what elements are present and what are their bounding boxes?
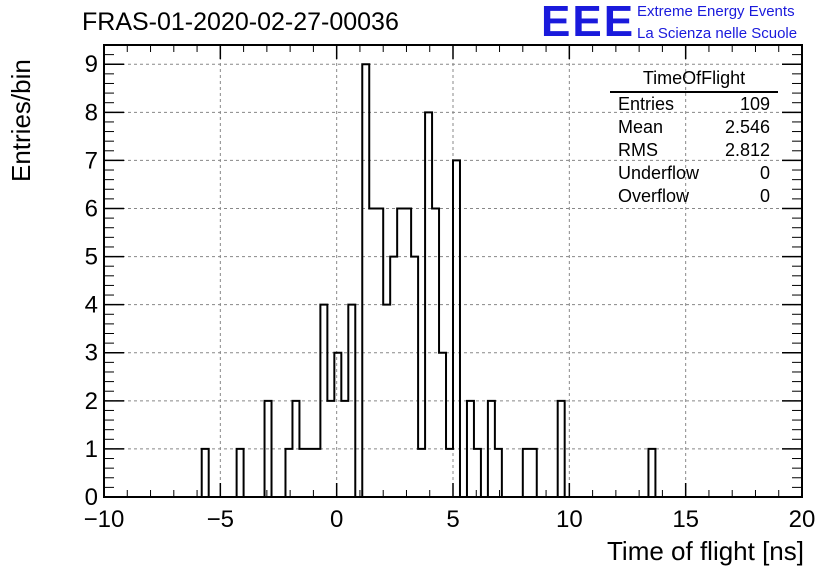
stats-row-rms: RMS 2.812 [610,139,778,162]
y-tick-label: 7 [85,147,98,174]
stats-row-entries: Entries 109 [610,93,778,116]
stats-title: TimeOfFlight [610,68,778,93]
plot-frame [103,44,803,498]
y-tick-label: 4 [85,292,98,319]
brand-line-1: Extreme Energy Events [637,3,795,20]
y-tick-label: 5 [85,244,98,271]
y-tick-label: 6 [85,195,98,222]
stats-label: Mean [618,117,664,137]
histogram-bin [313,449,320,497]
stats-value: 109 [739,94,770,114]
histogram-bin [362,64,369,497]
histogram-bin [446,449,453,497]
histogram-bin [474,449,481,497]
stats-row-overflow: Overflow 0 [610,185,778,208]
histogram-bin [439,353,446,497]
histogram-bin [334,353,341,497]
y-tick-label: 3 [85,340,98,367]
stats-label: Overflow [618,186,690,206]
stats-value: 0 [759,186,770,206]
y-tick-label: 0 [85,484,98,511]
x-tick-label: 10 [556,506,583,533]
x-tick-label: 0 [330,506,343,533]
histogram-bin [418,449,425,497]
histogram-step-line [200,63,657,497]
y-axis-label: Entries/bin [6,59,36,182]
x-tick-label: −10 [84,506,125,533]
stats-value: 0 [759,163,770,183]
eee-logo: EEE [541,0,636,46]
stats-row-underflow: Underflow 0 [610,162,778,185]
x-tick-label: 5 [446,506,459,533]
stats-label: Underflow [618,163,700,183]
axis-ticks [103,44,803,498]
histogram-bin [453,160,460,497]
x-tick-label: −5 [207,506,234,533]
stats-value: 2.812 [724,140,770,160]
axis-tick-labels: −10 −5 0 5 10 15 20 0 1 2 3 4 5 6 7 8 9 [84,51,816,533]
histogram-bin [530,449,537,497]
histogram-bin [306,449,313,497]
histogram-bin [411,257,418,497]
histogram-bin [523,449,530,497]
stats-label: RMS [618,140,658,160]
x-tick-label: 20 [789,506,816,533]
y-tick-label: 2 [85,388,98,415]
histogram-bin [495,449,502,497]
x-axis-label: Time of flight [ns] [607,536,804,566]
histogram-bin [202,449,209,497]
y-tick-label: 1 [85,436,98,463]
stats-box: TimeOfFlight Entries 109 Mean 2.546 RMS … [610,68,778,208]
chart-title: FRAS-01-2020-02-27-00036 [82,8,399,36]
stats-value: 2.546 [724,117,770,137]
histogram-bins [202,64,656,497]
stats-row-mean: Mean 2.546 [610,116,778,139]
histogram-bin [285,449,292,497]
stats-label: Entries [618,94,675,114]
y-tick-label: 9 [85,51,98,78]
histogram-bin [648,449,655,497]
brand-line-2: La Scienza nelle Scuole [637,25,798,42]
y-tick-label: 8 [85,99,98,126]
histogram-bin [299,449,306,497]
histogram-bin [237,449,244,497]
x-tick-label: 15 [672,506,699,533]
histogram-bin [390,257,397,497]
